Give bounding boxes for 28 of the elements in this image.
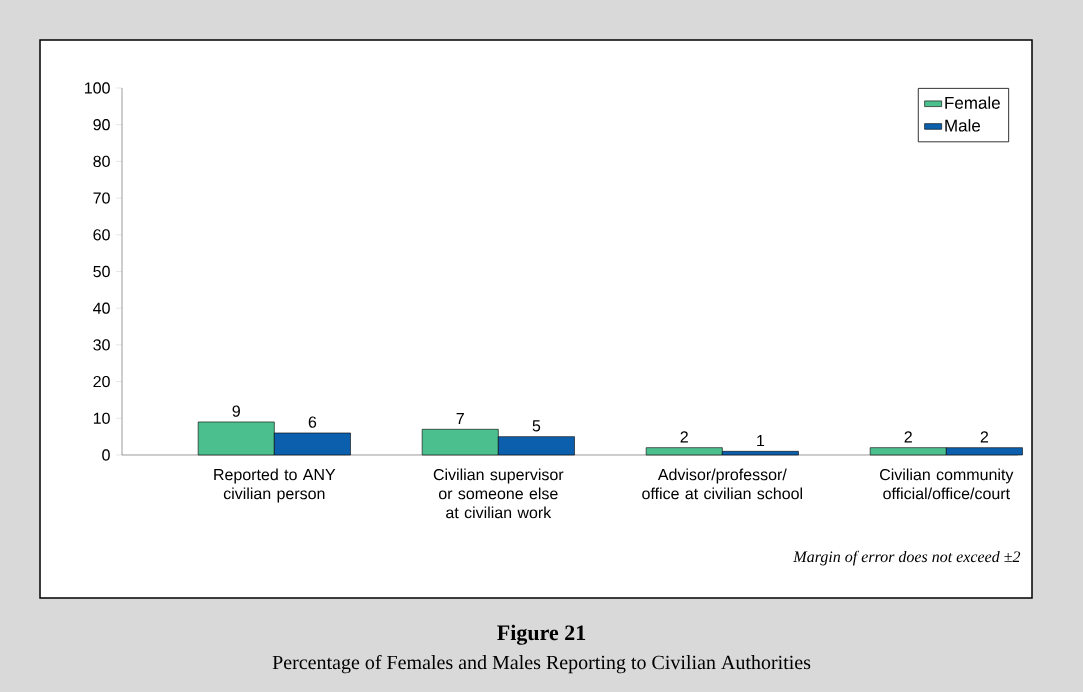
- y-tick-label: 100: [85, 82, 110, 94]
- y-tick-label: 80: [93, 155, 110, 168]
- y-tick-label: 50: [93, 265, 110, 278]
- y-tick-label: 40: [93, 302, 110, 314]
- y-tick-label: 30: [93, 339, 110, 351]
- y-tick-label: 0: [102, 449, 110, 461]
- data-label: 7: [456, 413, 464, 425]
- y-tick-label: 90: [93, 119, 110, 131]
- data-label: 6: [308, 416, 317, 428]
- y-tick-label: 60: [93, 229, 110, 241]
- legend-label: Male: [945, 119, 981, 132]
- data-label: 9: [232, 405, 240, 417]
- x-tick-label: Civilian supervisor or someone else at civilian work: [433, 468, 564, 519]
- data-label: 2: [904, 431, 912, 443]
- data-label: 2: [680, 431, 688, 443]
- x-tick-label: Advisor/professor/ office at civilian school: [642, 468, 802, 500]
- text: Percentage of Females and Males Reporting to Civilian Authorities: [272, 654, 811, 674]
- text: Figure 21: [497, 624, 586, 645]
- y-tick-label: 70: [93, 192, 110, 204]
- y-tick-label: 10: [93, 412, 110, 424]
- data-label: 1: [757, 435, 765, 447]
- x-tick-label: Civilian community official/office/court: [880, 468, 1014, 500]
- text: Margin of error does not exceed ±2: [793, 550, 1021, 566]
- y-tick-label: 20: [93, 375, 110, 388]
- legend-label: Female: [945, 96, 1000, 109]
- data-label: 2: [980, 431, 989, 443]
- data-label: 5: [532, 420, 541, 432]
- x-tick-label: Reported to ANY civilian person: [214, 468, 336, 503]
